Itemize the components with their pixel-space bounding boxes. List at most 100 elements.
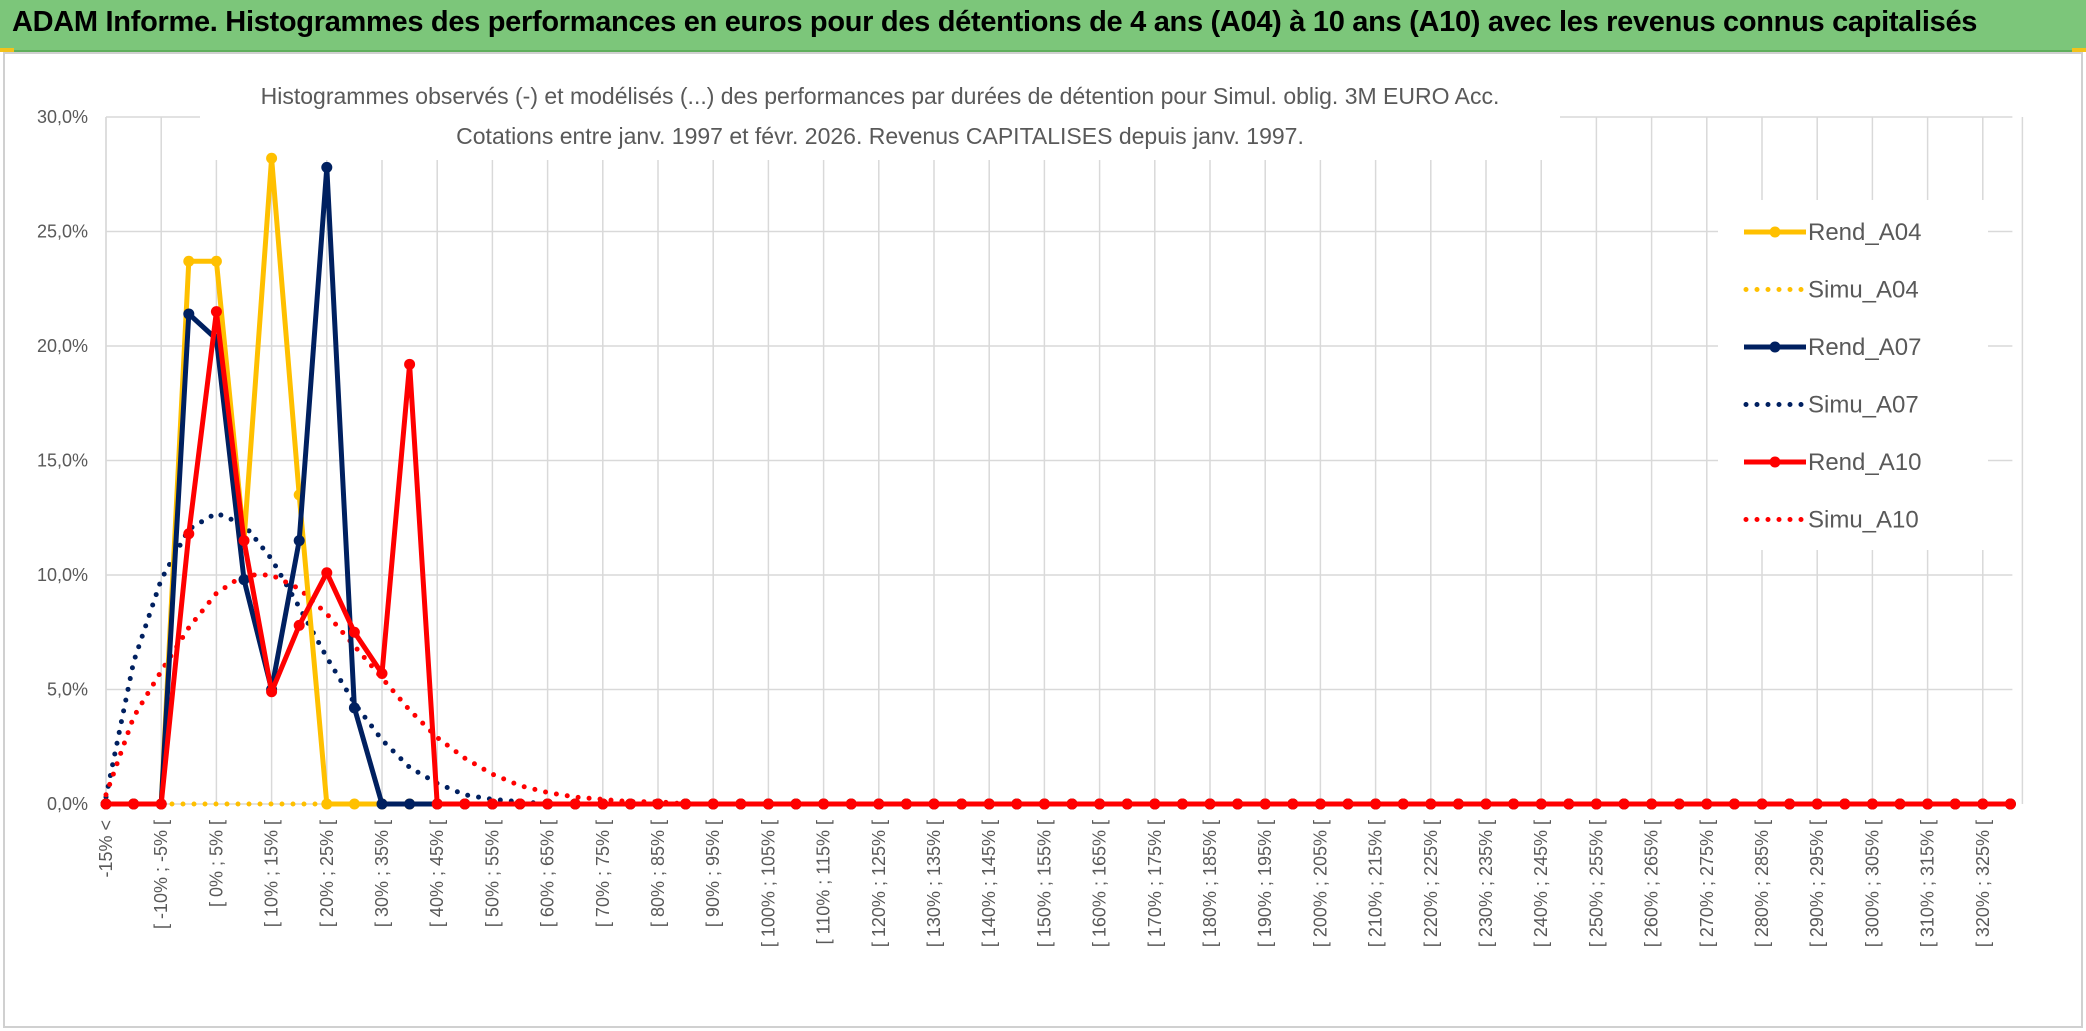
series-line-Rend_A10 <box>106 309 2011 807</box>
data-point <box>155 798 167 810</box>
data-point <box>1342 798 1354 810</box>
data-point <box>293 619 305 631</box>
x-tick-label: [ -10% ; -5% [ <box>151 820 171 929</box>
data-point <box>900 798 912 810</box>
x-tick-label: [ 280% ; 285% [ <box>1752 820 1772 947</box>
data-point <box>293 535 305 547</box>
x-tick-label: -15% < <box>96 820 116 878</box>
series-Simu_A10 <box>103 572 2013 807</box>
data-point <box>1756 798 1768 810</box>
data-point <box>348 626 360 638</box>
data-point <box>404 358 416 370</box>
data-point <box>266 686 278 698</box>
chart-title-line2: Cotations entre janv. 1997 et févr. 2026… <box>456 123 1304 149</box>
data-point <box>238 535 250 547</box>
x-tick-label: [ 50% ; 55% [ <box>482 820 502 927</box>
data-point <box>569 798 581 810</box>
series-line-Simu_A10 <box>103 572 2013 807</box>
y-axis: 0,0% 5,0% 10,0% 15,0% 20,0% 25,0% 30,0% <box>37 107 88 814</box>
x-tick-label: [ 120% ; 125% [ <box>869 820 889 947</box>
legend-label: Simu_A10 <box>1808 507 1919 534</box>
legend: Rend_A04 Simu_A04 Rend_A07 Simu_A07 Rend_A10… <box>1718 200 1988 550</box>
legend-entry-Rend_A04: Rend_A04 <box>1744 219 1921 246</box>
data-point <box>1038 798 1050 810</box>
data-point <box>983 798 995 810</box>
data-point <box>1784 798 1796 810</box>
x-tick-label: [ 200% ; 205% [ <box>1310 820 1330 947</box>
legend-label: Rend_A07 <box>1808 334 1921 361</box>
data-point <box>928 798 940 810</box>
x-tick-label: [ 110% ; 115% [ <box>814 820 834 944</box>
y-tick-label: 15,0% <box>37 451 88 471</box>
x-tick-label: [ 220% ; 225% [ <box>1421 820 1441 947</box>
x-tick-label: [ 230% ; 235% [ <box>1476 820 1496 947</box>
data-point <box>1094 798 1106 810</box>
legend-entry-Simu_A07: Simu_A07 <box>1743 392 1919 419</box>
data-point <box>100 798 112 810</box>
data-point <box>624 798 636 810</box>
legend-label: Simu_A04 <box>1808 277 1919 304</box>
x-tick-label: [ 0% ; 5% [ <box>206 820 226 907</box>
y-tick-label: 5,0% <box>47 680 88 700</box>
data-point <box>1259 798 1271 810</box>
data-point <box>1894 798 1906 810</box>
x-tick-label: [ 80% ; 85% [ <box>648 820 668 927</box>
x-tick-label: [ 10% ; 15% [ <box>262 820 282 927</box>
legend-entry-Simu_A04: Simu_A04 <box>1743 277 1919 304</box>
series <box>100 152 2016 810</box>
data-point <box>845 798 857 810</box>
data-point <box>652 798 664 810</box>
data-point <box>1728 798 1740 810</box>
y-tick-label: 30,0% <box>37 107 88 127</box>
x-tick-label: [ 130% ; 135% [ <box>924 820 944 947</box>
data-point <box>1646 798 1658 810</box>
data-point <box>210 306 222 318</box>
data-point <box>818 798 830 810</box>
chart-title-line1: Histogrammes observés (-) et modélisés (… <box>261 83 1500 109</box>
title-background <box>200 74 1560 160</box>
data-point <box>183 255 195 267</box>
x-tick-label: [ 250% ; 255% [ <box>1586 820 1606 947</box>
x-tick-label: [ 100% ; 105% [ <box>758 820 778 947</box>
data-point <box>1232 798 1244 810</box>
data-point <box>762 798 774 810</box>
legend-entry-Rend_A07: Rend_A07 <box>1744 334 1921 361</box>
data-point <box>238 574 250 586</box>
data-point <box>321 798 333 810</box>
data-point <box>1425 798 1437 810</box>
data-point <box>210 255 222 267</box>
corner-mark-right <box>2072 48 2086 52</box>
legend-marker <box>1769 341 1781 353</box>
data-point <box>1452 798 1464 810</box>
legend-background <box>1718 200 1988 550</box>
data-point <box>1508 798 1520 810</box>
legend-marker <box>1769 456 1781 468</box>
legend-entry-Rend_A10: Rend_A10 <box>1744 449 1921 476</box>
data-point <box>431 798 443 810</box>
data-point <box>2004 798 2016 810</box>
data-point <box>321 161 333 173</box>
data-point <box>1480 798 1492 810</box>
data-point <box>1314 798 1326 810</box>
x-tick-label: [ 190% ; 195% [ <box>1255 820 1275 947</box>
x-tick-label: [ 310% ; 315% [ <box>1918 820 1938 947</box>
data-point <box>1149 798 1161 810</box>
data-point <box>1535 798 1547 810</box>
x-tick-label: [ 270% ; 275% [ <box>1697 820 1717 947</box>
data-point <box>348 702 360 714</box>
data-point <box>128 798 140 810</box>
x-tick-label: [ 290% ; 295% [ <box>1807 820 1827 947</box>
data-point <box>1673 798 1685 810</box>
y-tick-label: 20,0% <box>37 336 88 356</box>
data-point <box>514 798 526 810</box>
x-tick-label: [ 20% ; 25% [ <box>317 820 337 927</box>
x-tick-label: [ 320% ; 325% [ <box>1973 820 1993 947</box>
data-point <box>597 798 609 810</box>
data-point <box>1011 798 1023 810</box>
data-point <box>1370 798 1382 810</box>
chart-frame <box>3 52 2083 1028</box>
x-tick-label: [ 210% ; 215% [ <box>1366 820 1386 947</box>
data-point <box>1949 798 1961 810</box>
corner-mark-left <box>0 48 14 52</box>
